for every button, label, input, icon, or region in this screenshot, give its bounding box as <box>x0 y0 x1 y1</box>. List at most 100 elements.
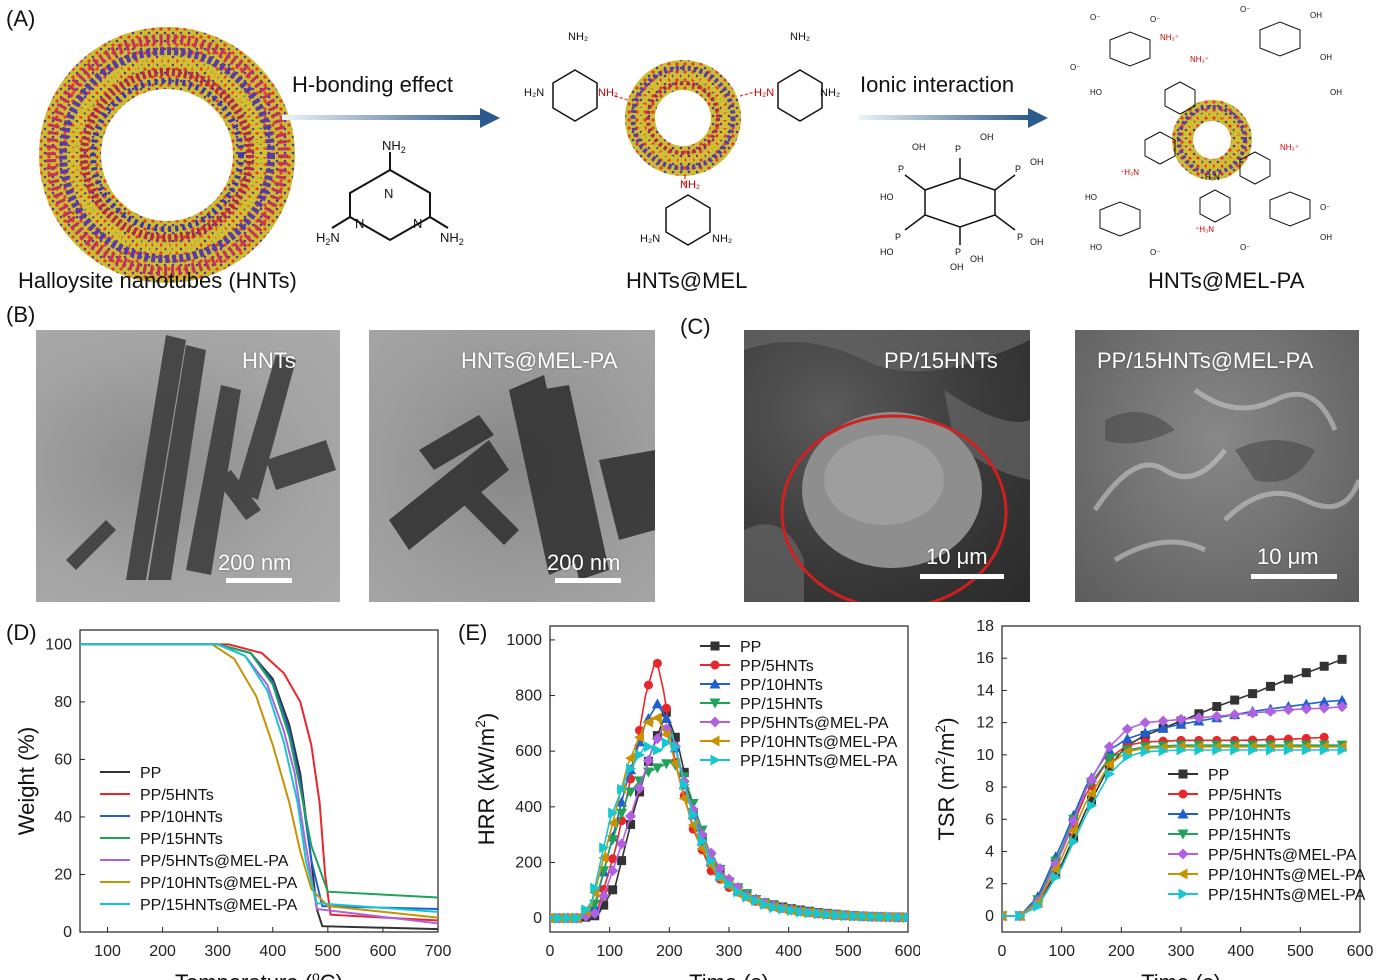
x-tick-label: 500 <box>314 943 341 960</box>
data-point <box>1266 681 1275 691</box>
data-point <box>599 900 609 910</box>
data-point <box>1069 833 1079 843</box>
svg-text:NH₂: NH₂ <box>712 233 732 245</box>
data-point <box>625 810 637 822</box>
legend: PP PP/5HNTs PP/10HNTs PP/15HNTs PP/5HNTs@MEL… <box>1168 767 1366 904</box>
caption-hnts-mel-pa: HNTs@MEL-PA <box>1148 268 1305 293</box>
data-point <box>679 779 690 791</box>
data-point <box>1319 732 1329 742</box>
x-tick-label: 200 <box>656 943 683 960</box>
svg-text:O⁻: O⁻ <box>1150 248 1160 257</box>
svg-text:O⁻: O⁻ <box>1070 63 1080 72</box>
data-point <box>705 847 717 859</box>
data-point <box>1157 722 1169 733</box>
y-tick-label: 20 <box>54 866 72 883</box>
data-point <box>590 882 601 894</box>
legend-marker <box>709 735 720 747</box>
legend: PP PP/5HNTs PP/10HNTs PP/15HNTs PP/5HNTs@MEL… <box>700 639 898 770</box>
data-point <box>625 752 636 764</box>
svg-text:O⁻: O⁻ <box>1240 5 1250 14</box>
data-point <box>796 906 807 918</box>
legend-label: PP/5HNTs <box>1208 787 1282 804</box>
data-point <box>580 910 592 922</box>
legend-label: PP/5HNTs@MEL-PA <box>740 715 889 732</box>
legend-marker <box>710 660 720 670</box>
chart-tga: 100 200 300 400 500 600 700 0 20 40 60 80 100 Tempera… <box>14 629 451 980</box>
y-tick-label: 400 <box>515 799 542 816</box>
data-point <box>769 901 780 913</box>
data-point <box>1033 900 1044 912</box>
svg-text:N: N <box>355 216 364 231</box>
data-point <box>1176 744 1187 756</box>
x-tick-label: 500 <box>1287 943 1314 960</box>
data-point <box>1051 869 1061 879</box>
data-point <box>814 908 824 920</box>
svg-text:P: P <box>1017 232 1023 242</box>
data-point <box>1121 733 1133 744</box>
legend-marker <box>1178 769 1188 779</box>
legend-marker <box>709 716 721 728</box>
data-point <box>1229 709 1241 721</box>
x-tick-label: 600 <box>370 943 397 960</box>
svg-text:P: P <box>895 232 901 242</box>
legend-marker <box>710 641 720 651</box>
hnts-mel-pa-tube <box>1172 100 1252 180</box>
data-point <box>1247 707 1259 719</box>
legend-label: PP/10HNTs <box>140 809 223 826</box>
legend-label: PP <box>140 765 161 782</box>
svg-text:OH: OH <box>1320 233 1332 242</box>
hnts-mel-tube <box>625 60 741 176</box>
data-point <box>1230 744 1241 756</box>
panel-label-b: (B) <box>6 302 36 327</box>
data-point <box>1086 787 1096 799</box>
data-point <box>1103 753 1115 764</box>
data-point <box>651 763 663 774</box>
tem-mel-pa-tubes <box>389 375 655 580</box>
data-point <box>733 886 744 898</box>
data-point <box>706 855 717 867</box>
legend-label: PP/5HNTs@MEL-PA <box>140 853 289 870</box>
data-point <box>1069 836 1080 848</box>
data-point <box>760 898 771 910</box>
series-line <box>80 643 438 913</box>
sem-image-pp-15hnts: PP/15HNTs 10 μm <box>744 330 1030 602</box>
highlight-circle <box>780 414 1008 602</box>
data-point <box>1068 825 1079 837</box>
data-point <box>1103 741 1115 753</box>
data-point <box>563 912 574 924</box>
data-point <box>550 915 556 922</box>
svg-text:⁺H₃N: ⁺H₃N <box>1195 225 1214 234</box>
data-point <box>1175 713 1187 725</box>
svg-text:NH₃⁺: NH₃⁺ <box>1190 55 1209 64</box>
svg-text:⁺H₃N: ⁺H₃N <box>1120 168 1139 177</box>
y-tick-label: 0 <box>533 910 542 927</box>
data-point <box>1051 871 1062 883</box>
data-point <box>1121 746 1132 758</box>
legend-marker <box>709 698 721 709</box>
svg-text:HO: HO <box>1090 88 1102 97</box>
svg-text:OH: OH <box>950 262 964 272</box>
y-axis-label: HRR (kW/m2) <box>472 713 499 845</box>
data-point <box>1086 773 1097 785</box>
data-point <box>885 911 896 923</box>
data-point <box>652 658 662 668</box>
data-point <box>1103 759 1114 771</box>
legend-label: PP/15HNTs <box>140 831 223 848</box>
panel-label-e: (E) <box>458 620 488 645</box>
data-point <box>1337 744 1348 756</box>
legend-label: PP/5HNTs <box>140 787 214 804</box>
data-point <box>1301 733 1311 743</box>
data-point <box>724 878 735 890</box>
legend-label: PP/15HNTs@MEL-PA <box>740 753 898 770</box>
caption-hnts-mel: HNTs@MEL <box>626 268 748 293</box>
y-tick-label: 0 <box>985 908 994 925</box>
data-point <box>787 904 798 916</box>
data-point <box>1212 744 1223 756</box>
data-point <box>616 808 628 819</box>
series-line <box>80 643 438 899</box>
data-point <box>1121 723 1133 735</box>
y-tick-label: 100 <box>45 636 72 653</box>
data-point <box>651 698 663 709</box>
legend-marker <box>1177 808 1189 819</box>
data-point <box>1050 863 1061 875</box>
